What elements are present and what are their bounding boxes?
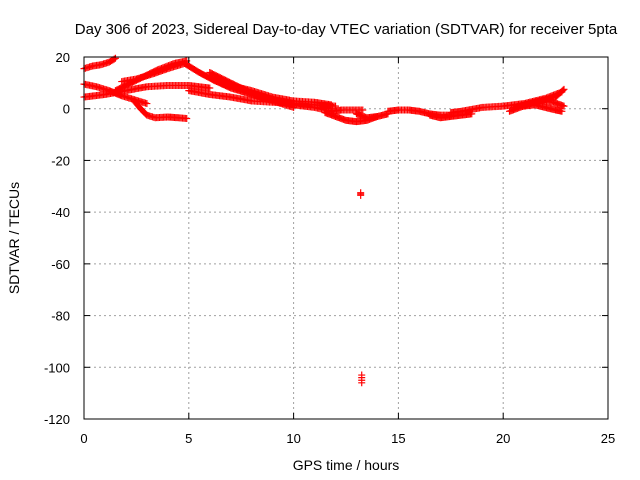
x-tick-label: 0 — [80, 431, 87, 446]
y-tick-label: -100 — [44, 360, 70, 375]
series-track-3 — [130, 97, 191, 123]
data-points — [358, 371, 366, 387]
series-track-12 — [269, 97, 335, 115]
y-tick-labels: -120 -100 -80 -60 -40 -20 0 20 — [44, 50, 70, 427]
series-outlier-104 — [358, 371, 366, 387]
series-track-6 — [118, 59, 189, 86]
y-tick-label: -120 — [44, 412, 70, 427]
series-track-11 — [227, 81, 335, 109]
y-tick-label: -20 — [51, 153, 70, 168]
x-tick-label: 15 — [391, 431, 405, 446]
data-points — [327, 106, 367, 115]
y-tick-label: -40 — [51, 205, 70, 220]
x-tick-label: 10 — [286, 431, 300, 446]
data-points — [269, 97, 335, 115]
x-axis-label: GPS time / hours — [293, 457, 400, 473]
axis-ticks — [83, 56, 609, 420]
x-tick-label: 20 — [496, 431, 510, 446]
data-series — [80, 54, 568, 387]
series-track-15 — [352, 110, 392, 122]
series-track-21 — [510, 85, 568, 111]
y-tick-label: 0 — [63, 102, 70, 117]
plot-frame — [83, 56, 609, 420]
data-points — [426, 110, 476, 122]
series-outlier-33 — [357, 189, 365, 199]
gridlines — [84, 57, 608, 419]
series-track-14 — [327, 106, 367, 115]
chart-title: Day 306 of 2023, Sidereal Day-to-day VTE… — [75, 21, 618, 38]
data-points — [118, 59, 189, 86]
data-points — [352, 110, 392, 122]
data-points — [227, 81, 335, 109]
x-tick-label: 25 — [601, 431, 615, 446]
x-tick-label: 5 — [185, 431, 192, 446]
y-tick-label: 20 — [56, 50, 70, 65]
series-track-17 — [426, 110, 476, 122]
data-points — [357, 189, 365, 199]
data-points — [130, 97, 191, 123]
y-tick-label: -80 — [51, 309, 70, 324]
y-tick-label: -60 — [51, 257, 70, 272]
x-tick-labels: 0 5 10 15 20 25 — [80, 431, 615, 446]
data-points — [510, 85, 568, 111]
y-axis-label: SDTVAR / TECUs — [6, 182, 22, 294]
